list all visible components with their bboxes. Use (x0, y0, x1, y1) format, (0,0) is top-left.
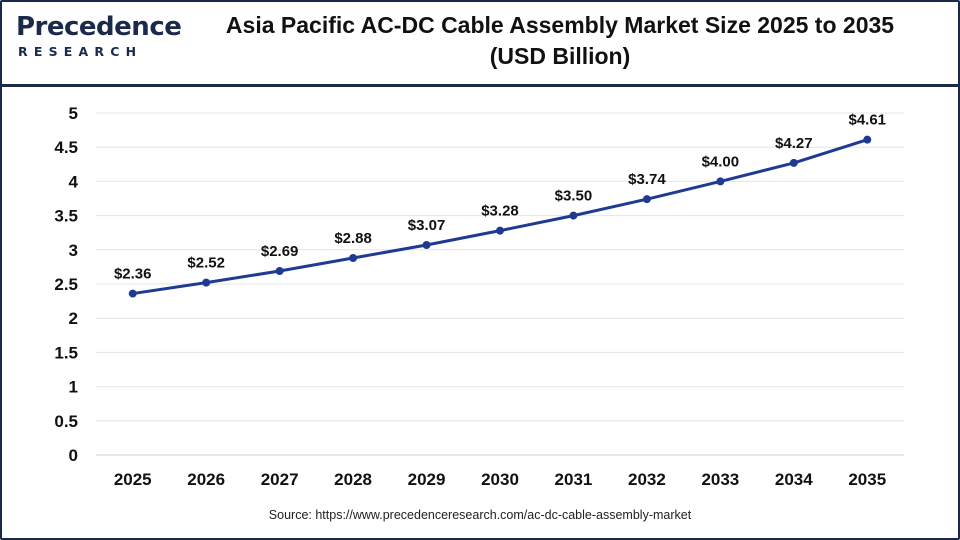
data-point (569, 211, 578, 220)
y-tick-label: 5 (69, 104, 78, 123)
y-tick-label: 4 (69, 172, 79, 191)
data-point (496, 226, 504, 235)
data-point (789, 158, 798, 167)
data-point (128, 289, 137, 298)
data-point (349, 254, 358, 263)
data-label: $4.00 (702, 153, 740, 170)
data-label: $2.52 (187, 255, 225, 272)
x-tick-label: 2031 (555, 470, 593, 489)
x-tick-label: 2032 (628, 470, 666, 489)
brand-logo: Precedence RESEARCH (16, 12, 182, 68)
logo-subtitle: RESEARCH (18, 44, 143, 59)
data-label: $4.61 (848, 112, 886, 129)
x-tick-label: 2034 (775, 470, 813, 489)
chart-title-line2: (USD Billion) (489, 43, 631, 69)
x-tick-label: 2035 (848, 470, 886, 489)
data-label: $3.07 (408, 217, 446, 234)
data-label: $4.27 (775, 135, 813, 152)
data-label: $2.88 (334, 230, 372, 247)
x-tick-label: 2030 (481, 470, 519, 489)
data-label: $2.36 (114, 266, 152, 283)
data-label: $3.28 (481, 203, 519, 220)
y-tick-label: 2.5 (54, 275, 78, 294)
y-tick-label: 0 (69, 446, 78, 465)
x-tick-label: 2026 (187, 470, 225, 489)
header-divider (0, 84, 960, 87)
y-tick-label: 2 (69, 309, 78, 328)
data-point (716, 177, 725, 186)
data-point (422, 241, 431, 250)
line-chart: 0 0.5 1 1.5 2 2.5 3 3.5 4 4.5 5 2025 2026 2027 2028 202… (54, 104, 904, 489)
y-tick-label: 3 (69, 241, 78, 260)
y-tick-label: 4.5 (54, 138, 78, 157)
y-tick-label: 1.5 (54, 343, 78, 362)
x-tick-label: 2029 (408, 470, 446, 489)
header: Precedence RESEARCH Asia Pacific AC-DC C… (0, 0, 960, 84)
data-point (863, 135, 872, 144)
source-note: Source: https://www.precedenceresearch.c… (268, 508, 692, 522)
data-label: $2.69 (261, 243, 299, 260)
y-tick-label: 1 (69, 378, 78, 397)
data-point (642, 195, 651, 204)
data-label: $3.50 (555, 188, 593, 205)
y-tick-label: 3.5 (54, 207, 78, 226)
y-tick-label: 0.5 (54, 412, 78, 431)
logo-wordmark: Precedence (16, 12, 182, 42)
x-tick-label: 2027 (261, 470, 299, 489)
x-tick-label: 2028 (334, 470, 372, 489)
data-label: $3.74 (628, 171, 666, 188)
data-point (275, 267, 284, 276)
chart-title: Asia Pacific AC-DC Cable Assembly Market… (180, 10, 940, 72)
chart-title-line1: Asia Pacific AC-DC Cable Assembly Market… (225, 12, 895, 38)
data-point (202, 278, 211, 287)
x-tick-label: 2033 (701, 470, 739, 489)
x-tick-label: 2025 (114, 470, 152, 489)
